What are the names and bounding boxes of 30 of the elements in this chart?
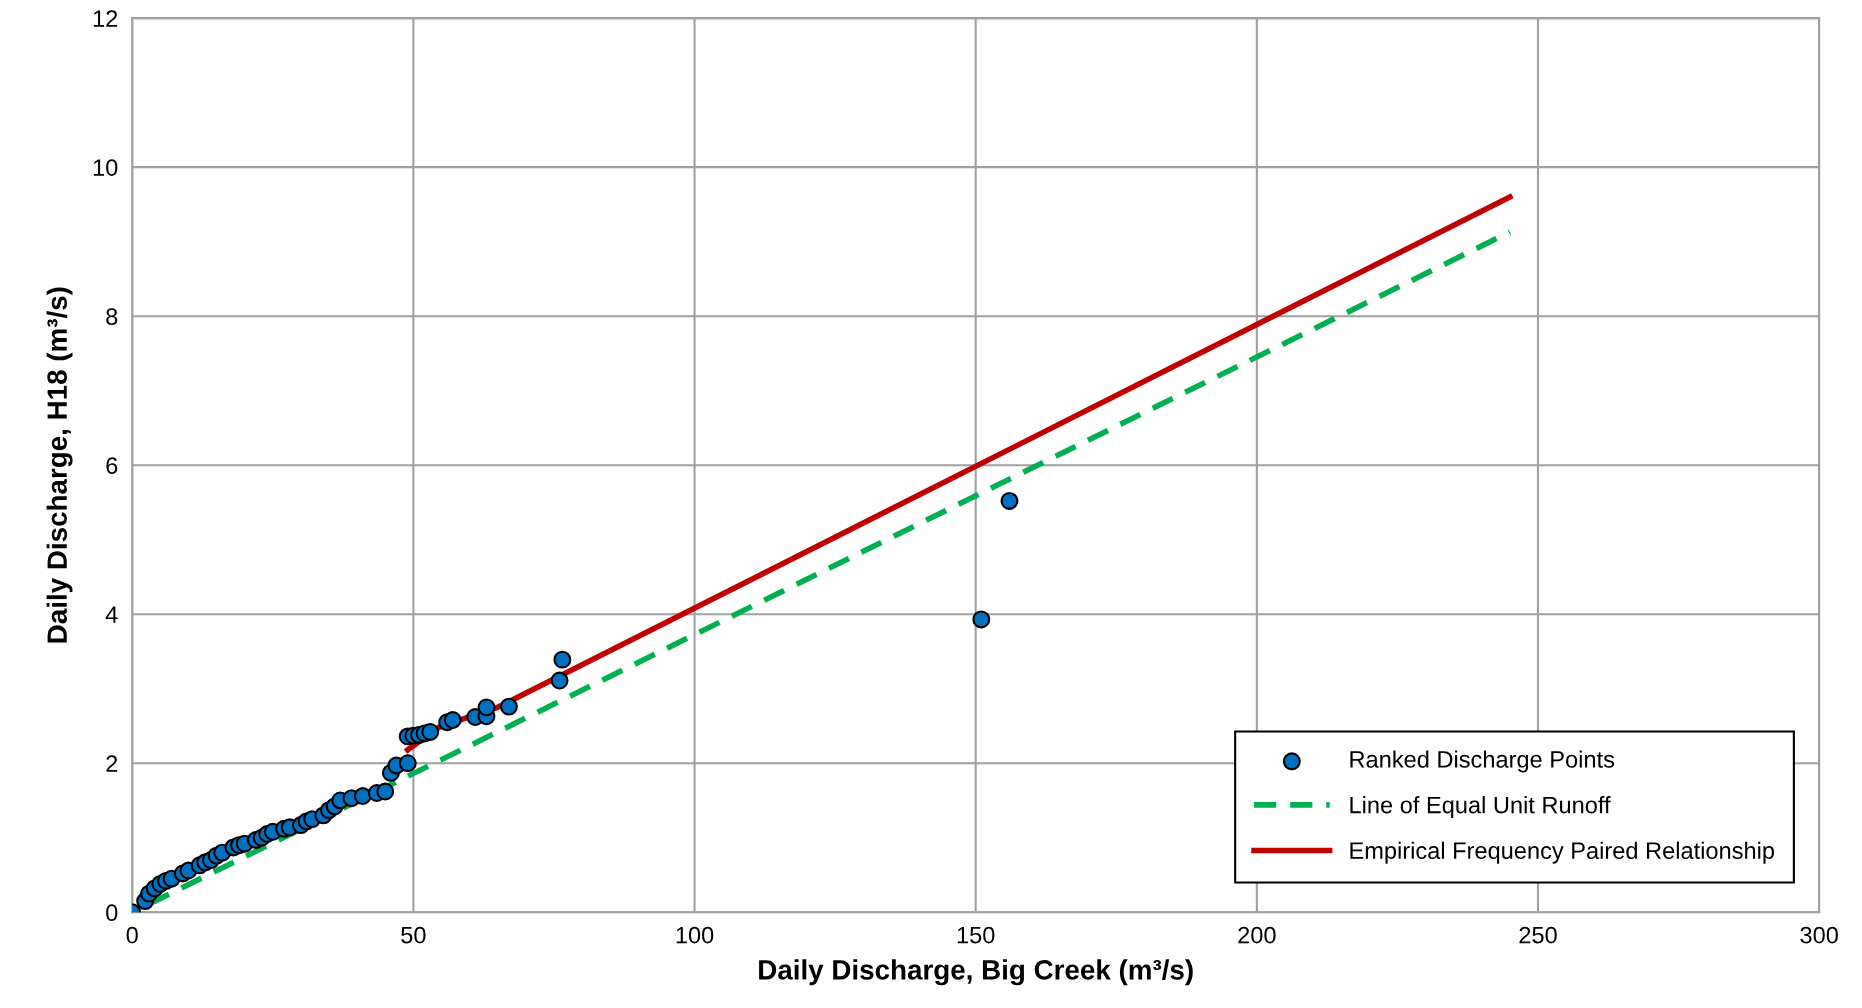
y-tick-label: 0 (106, 904, 118, 922)
point (376, 782, 395, 801)
point (500, 697, 518, 716)
y-tick-label: 2 (106, 755, 118, 772)
x-tick-label: 0 (126, 926, 138, 944)
x-tick-label: 200 (1238, 926, 1276, 944)
point (398, 754, 417, 773)
y-axis-title: Daily Discharge, H18 (m³/s) (46, 287, 73, 643)
y-tick-label: 12 (93, 10, 118, 27)
x-axis-title: Daily Discharge, Big Creek (m³/s) (759, 959, 1193, 986)
y-tick-label: 10 (93, 159, 118, 176)
x-tick-label: 300 (1800, 926, 1838, 944)
point (421, 722, 440, 741)
x-tick-label: 50 (401, 926, 426, 944)
x-tick-label: 250 (1519, 926, 1557, 944)
point (1000, 492, 1019, 510)
y-tick-label: 4 (105, 606, 118, 623)
y-tick-label: 8 (106, 308, 118, 325)
point (550, 671, 569, 690)
point (972, 610, 991, 629)
x-tick-label: 100 (676, 926, 714, 944)
point (443, 711, 462, 729)
legend-label: Ranked Discharge Points (1350, 750, 1615, 773)
legend-label: Empirical Frequency Paired Relationship (1350, 841, 1775, 864)
y-tick-label: 6 (106, 457, 118, 474)
x-tick-label: 150 (957, 926, 995, 944)
point (477, 698, 496, 717)
point (353, 787, 372, 805)
legend-label: Line of Equal Unit Runoff (1350, 796, 1611, 819)
point (553, 650, 572, 669)
